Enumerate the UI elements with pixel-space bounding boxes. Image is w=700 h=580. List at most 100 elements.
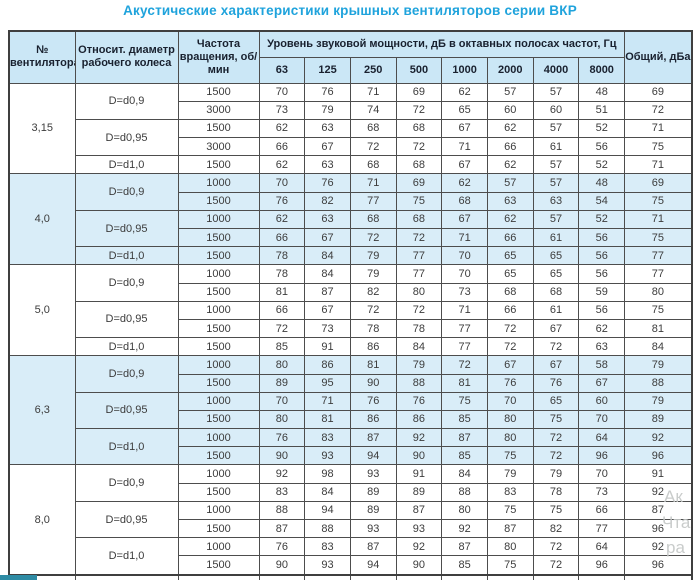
- level-cell: 72: [349, 137, 397, 157]
- level-cell: 66: [258, 137, 306, 157]
- fan-number-cell: 5,0: [8, 264, 76, 357]
- level-cell: 75: [486, 446, 534, 466]
- level-cell: 68: [395, 155, 443, 175]
- level-cell: 82: [304, 191, 351, 211]
- level-cell: 66: [486, 227, 534, 248]
- table-row: 1500 76 82 77 75 68 63 63 54 75: [9, 191, 693, 211]
- level-cell: 78: [395, 318, 443, 339]
- fan-number-cell: 6,3: [8, 355, 76, 466]
- diameter-cell: D=d0,95: [74, 500, 179, 539]
- col-header-frequency: 4000: [532, 56, 580, 84]
- level-cell: 68: [349, 209, 397, 230]
- table-row: D=d1,0 1000 76 83 87 92 87 80 72 64 92: [9, 537, 693, 576]
- level-cell: 98: [304, 464, 351, 484]
- level-cell: 77: [349, 191, 397, 211]
- level-cell: 87: [441, 537, 488, 557]
- level-cell: 89: [349, 500, 397, 521]
- level-cell: 94: [349, 446, 397, 466]
- level-cell: 75: [486, 555, 534, 576]
- level-cell: 73: [304, 318, 351, 339]
- speed-cell: 1500: [177, 246, 260, 266]
- level-cell: 75: [395, 191, 443, 211]
- level-cell: 91: [395, 464, 443, 484]
- total-cell: 79: [624, 355, 693, 375]
- cutoff-cell: [304, 573, 351, 580]
- level-cell: 61: [532, 227, 580, 248]
- level-cell: 62: [486, 118, 534, 139]
- level-cell: 64: [578, 428, 626, 448]
- level-cell: 84: [395, 337, 443, 357]
- level-cell: 76: [486, 373, 534, 393]
- level-cell: 89: [349, 482, 397, 502]
- level-cell: 89: [395, 482, 443, 502]
- level-cell: 88: [395, 373, 443, 393]
- table-row: 1500 90 93 94 90 85 75 72 96 96: [9, 446, 693, 466]
- level-cell: 86: [349, 409, 397, 430]
- level-cell: 93: [304, 446, 351, 466]
- level-cell: 65: [486, 246, 534, 266]
- table-row: 3000 73 79 74 72 65 60 60 51 72: [9, 100, 693, 120]
- level-cell: 93: [395, 518, 443, 539]
- level-cell: 71: [441, 227, 488, 248]
- level-cell: 72: [441, 355, 488, 375]
- total-cell: 69: [624, 82, 693, 102]
- cutoff-cell: [395, 573, 443, 580]
- level-cell: 76: [349, 391, 397, 411]
- level-cell: 69: [395, 82, 443, 102]
- level-cell: 86: [349, 337, 397, 357]
- level-cell: 72: [532, 555, 580, 576]
- level-cell: 88: [304, 518, 351, 539]
- level-cell: 63: [304, 209, 351, 230]
- level-cell: 85: [441, 555, 488, 576]
- table-row: 5,0 D=d0,9 1000 78 84 79 77 70 65 65 56 77: [8, 264, 693, 357]
- level-cell: 57: [532, 155, 580, 175]
- level-cell: 71: [304, 391, 351, 411]
- level-cell: 67: [578, 373, 626, 393]
- level-cell: 91: [304, 337, 351, 357]
- level-cell: 75: [486, 500, 534, 521]
- speed-cell: 1500: [177, 373, 260, 393]
- level-cell: 48: [578, 173, 626, 193]
- level-cell: 67: [532, 355, 580, 375]
- level-cell: 72: [486, 337, 534, 357]
- fan-number-cell: 3,15: [8, 82, 76, 175]
- level-cell: 67: [441, 155, 488, 175]
- table-header: № вентилятора Относит. диаметр рабочего …: [8, 30, 693, 84]
- level-cell: 57: [532, 118, 580, 139]
- total-cell: 72: [624, 100, 693, 120]
- level-cell: 58: [578, 355, 626, 375]
- level-cell: 68: [441, 191, 488, 211]
- level-cell: 81: [349, 355, 397, 375]
- level-cell: 88: [441, 482, 488, 502]
- col-header-rel-diameter: Относит. диаметр рабочего колеса: [74, 30, 179, 84]
- level-cell: 56: [578, 246, 626, 266]
- total-cell: 88: [624, 373, 693, 393]
- total-cell: 84: [624, 337, 693, 357]
- diameter-cell: D=d0,95: [74, 118, 179, 157]
- level-cell: 62: [486, 209, 534, 230]
- col-header-frequency: 250: [349, 56, 397, 84]
- level-cell: 60: [486, 100, 534, 120]
- total-cell: 81: [624, 318, 693, 339]
- total-cell: 79: [624, 391, 693, 411]
- level-cell: 57: [532, 209, 580, 230]
- level-cell: 63: [486, 191, 534, 211]
- col-header-rotation-speed: Частота вращения, об/мин: [177, 30, 260, 84]
- speed-cell: 1500: [177, 118, 260, 139]
- total-cell: 92: [624, 482, 693, 502]
- level-cell: 56: [578, 300, 626, 320]
- speed-cell: 1500: [177, 318, 260, 339]
- total-cell: 96: [624, 555, 693, 576]
- speed-cell: 1000: [177, 464, 260, 484]
- level-cell: 67: [532, 318, 580, 339]
- level-cell: 70: [578, 464, 626, 484]
- level-cell: 72: [395, 300, 443, 320]
- total-cell: 92: [624, 428, 693, 448]
- table-row: 1500 90 93 94 90 85 75 72 96 96: [9, 555, 693, 576]
- level-cell: 87: [441, 428, 488, 448]
- table-row: 1500 66 67 72 72 71 66 61 56 75: [9, 227, 693, 248]
- level-cell: 66: [578, 500, 626, 521]
- diameter-cell: D=d0,95: [74, 391, 179, 430]
- bottom-left-teal-bar: [0, 575, 37, 580]
- level-cell: 70: [486, 391, 534, 411]
